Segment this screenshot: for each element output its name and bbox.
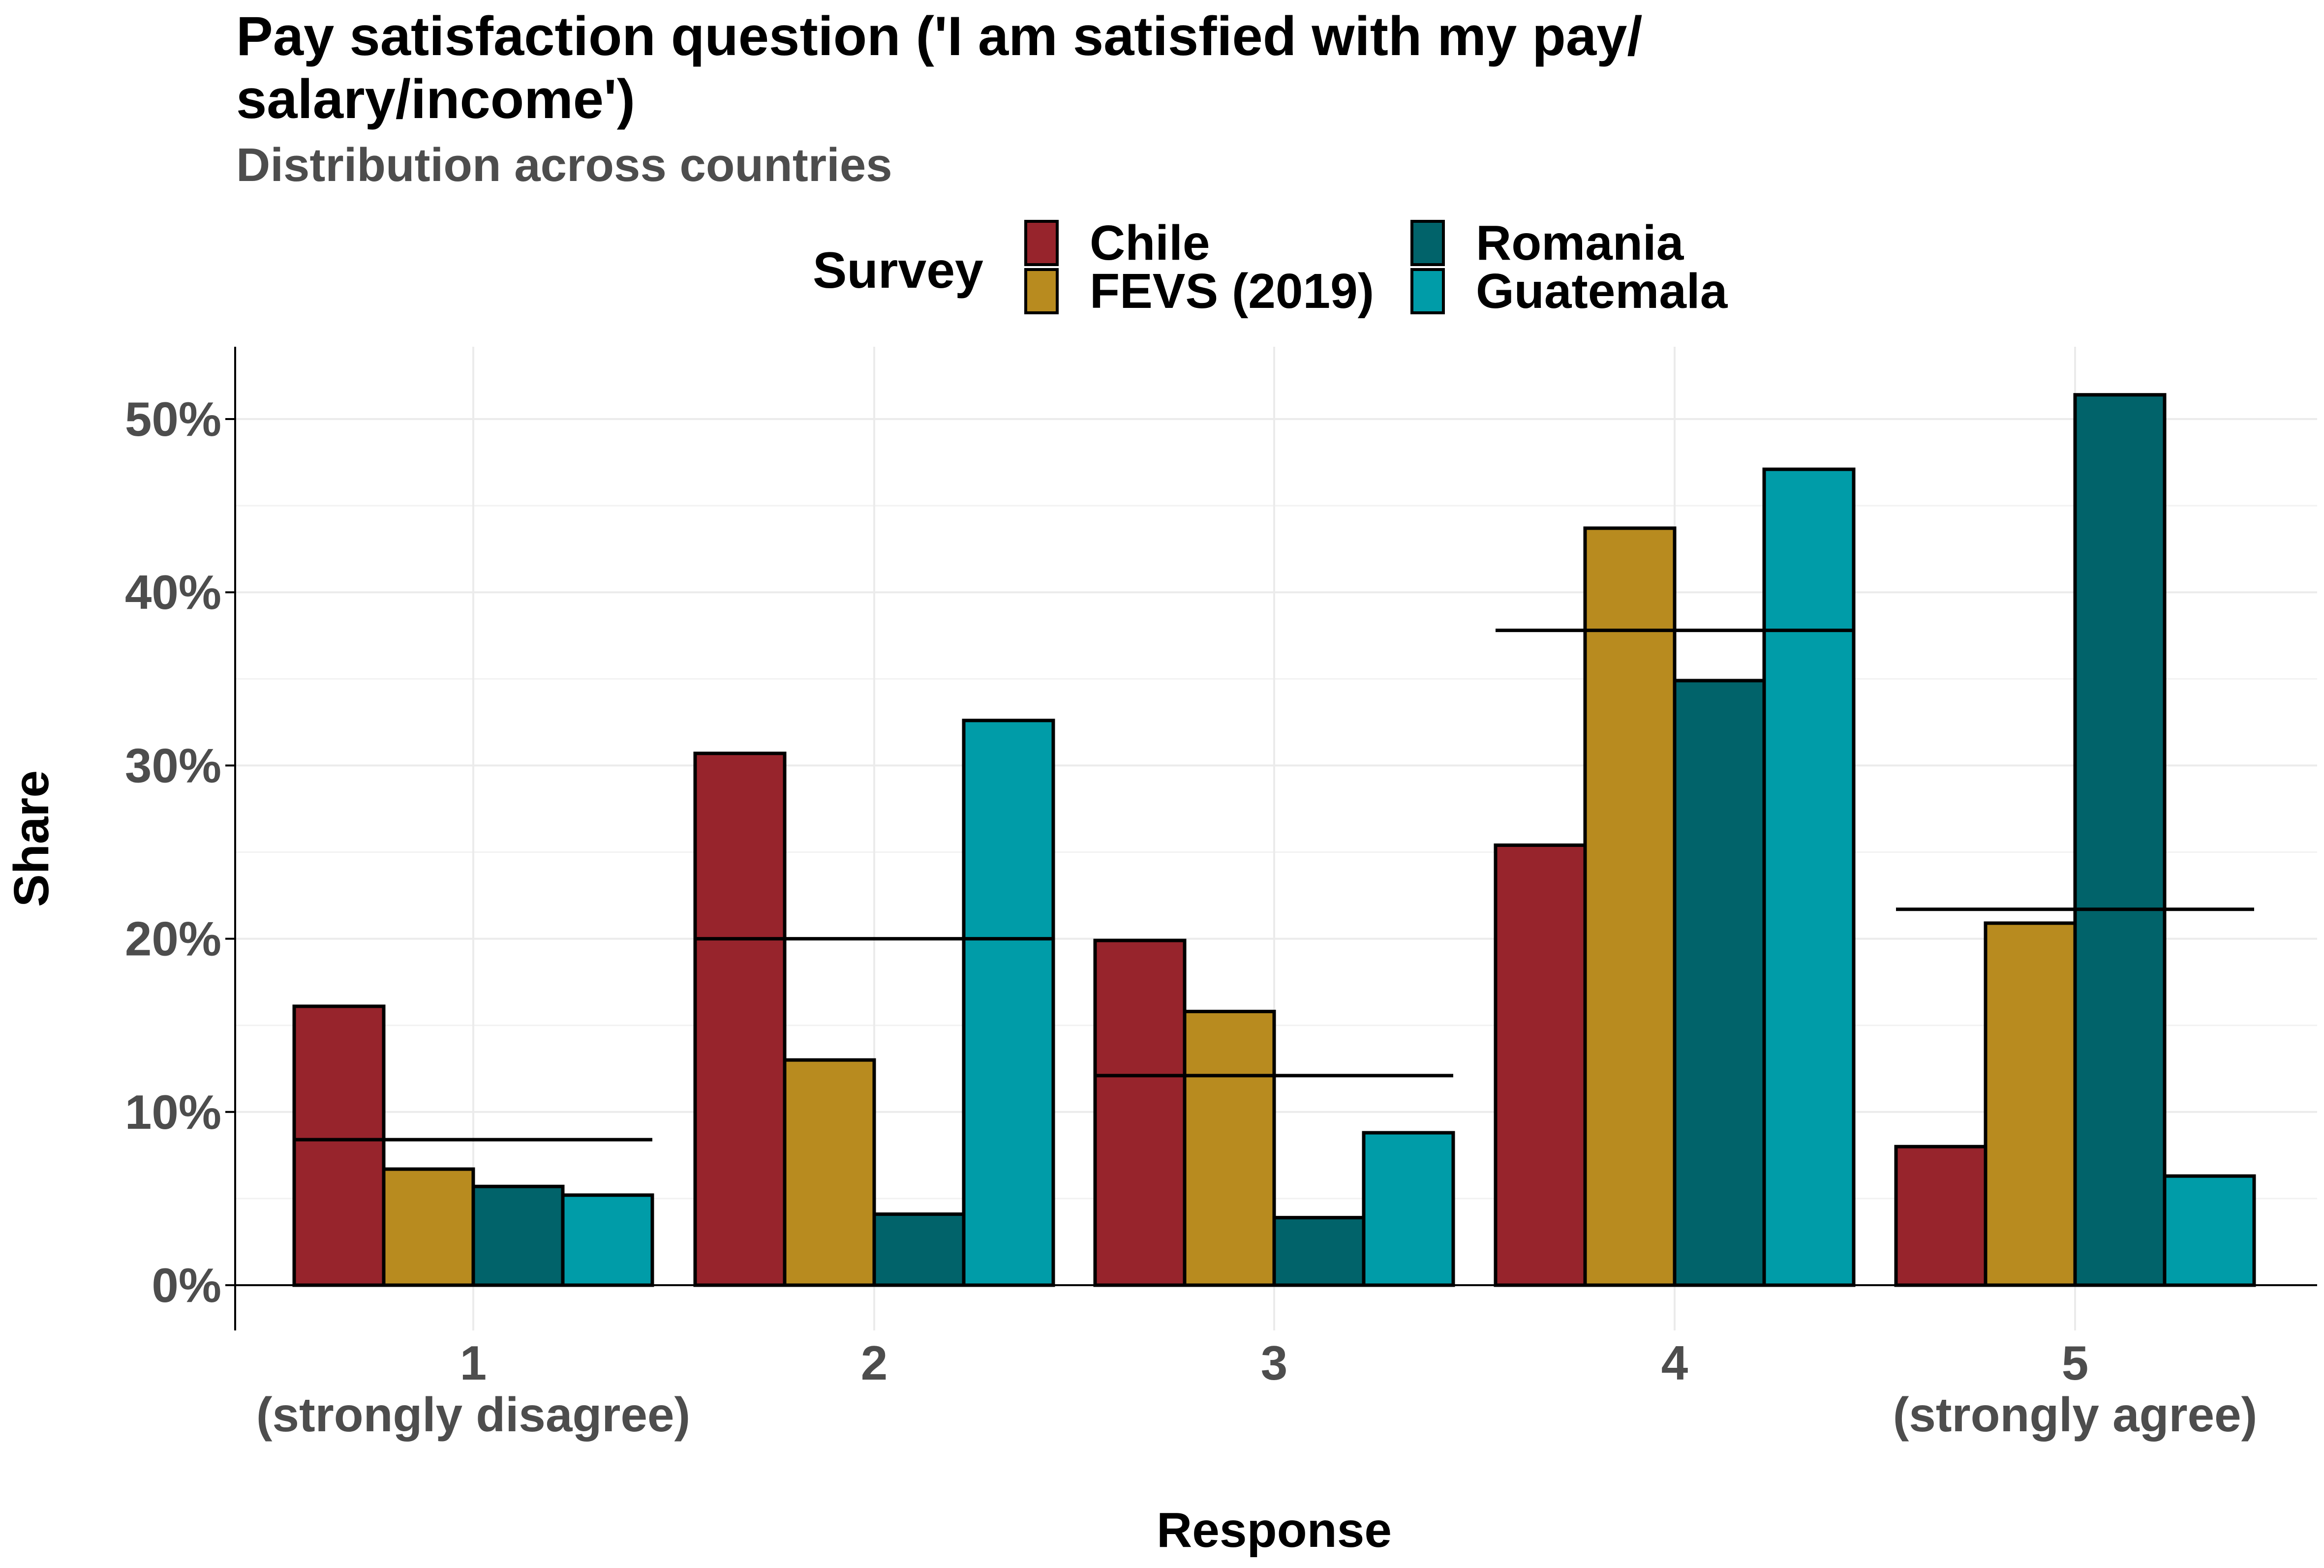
bar bbox=[561, 1193, 654, 1287]
x-tick-label: (strongly agree) bbox=[1893, 1387, 2258, 1442]
y-tick-label: 40% bbox=[125, 565, 221, 619]
average-lines bbox=[294, 629, 2254, 1142]
bar bbox=[1362, 1131, 1455, 1287]
legend-key bbox=[1024, 268, 1059, 314]
bars bbox=[292, 393, 2256, 1287]
bar bbox=[1183, 1010, 1276, 1287]
x-tick-label: (strongly disagree) bbox=[256, 1387, 690, 1442]
bar bbox=[471, 1184, 565, 1287]
y-tick-label: 30% bbox=[125, 738, 221, 792]
legend-key bbox=[1410, 268, 1445, 314]
y-axis-title: Share bbox=[4, 770, 59, 907]
bar bbox=[1984, 921, 2077, 1287]
chart-title-line-1: Pay satisfaction question ('I am satisfi… bbox=[236, 5, 1643, 67]
axes bbox=[225, 347, 2317, 1330]
bar bbox=[382, 1167, 475, 1287]
x-tick-label: 3 bbox=[1261, 1336, 1288, 1390]
bar bbox=[1583, 526, 1677, 1287]
y-tick-label: 0% bbox=[152, 1258, 221, 1312]
x-tick-label: 4 bbox=[1661, 1336, 1688, 1390]
bar bbox=[1894, 1145, 1988, 1287]
bar bbox=[962, 719, 1055, 1287]
x-tick-label: 2 bbox=[861, 1336, 888, 1390]
bar bbox=[693, 752, 787, 1287]
x-axis-title: Response bbox=[1157, 1503, 1392, 1558]
bar bbox=[1272, 1216, 1366, 1287]
bar bbox=[872, 1212, 966, 1287]
bar bbox=[1093, 938, 1187, 1287]
y-tick-label: 50% bbox=[125, 392, 221, 446]
legend-key bbox=[1024, 220, 1059, 266]
x-tick-label: 1 bbox=[460, 1336, 487, 1390]
y-tick-label: 10% bbox=[125, 1085, 221, 1139]
bar bbox=[2073, 393, 2167, 1287]
legend-title: Survey bbox=[813, 242, 983, 299]
legend-label: FEVS (2019) bbox=[1090, 264, 1374, 319]
bar bbox=[2163, 1174, 2256, 1287]
bar bbox=[292, 1004, 386, 1287]
bar bbox=[783, 1058, 876, 1287]
x-tick-label: 5 bbox=[2062, 1336, 2089, 1390]
legend-key bbox=[1410, 220, 1445, 266]
bar bbox=[1673, 679, 1766, 1287]
bar bbox=[1762, 467, 1856, 1287]
legend-label: Guatemala bbox=[1476, 264, 1728, 319]
legend-label: Chile bbox=[1090, 215, 1210, 271]
y-tick-label: 20% bbox=[125, 912, 221, 966]
legend-label: Romania bbox=[1476, 215, 1684, 271]
bar bbox=[1494, 843, 1587, 1287]
tick-labels: 0% 10% 20% 30% 40% 50% 1(strongly disagree) 2 3 4… bbox=[125, 392, 2257, 1442]
chart-subtitle: Distribution across countries bbox=[236, 139, 892, 191]
chart-title-line-2: salary/income') bbox=[236, 68, 635, 130]
